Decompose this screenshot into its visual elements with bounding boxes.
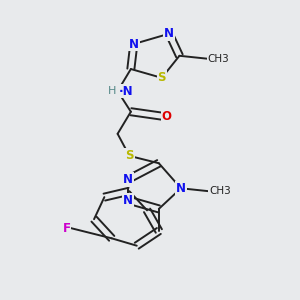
Text: F: F [62,221,70,235]
Text: N: N [176,182,186,195]
Text: H: H [108,86,116,96]
Text: N: N [123,194,133,207]
Text: N: N [129,38,139,50]
Text: S: S [125,149,134,162]
Text: N: N [123,173,133,186]
Text: N: N [164,27,174,40]
Text: S: S [158,71,166,84]
Text: H: H [109,86,118,96]
Text: ·N: ·N [119,85,134,98]
Text: CH3: CH3 [207,54,229,64]
Text: CH3: CH3 [209,186,231,196]
Text: O: O [162,110,172,123]
